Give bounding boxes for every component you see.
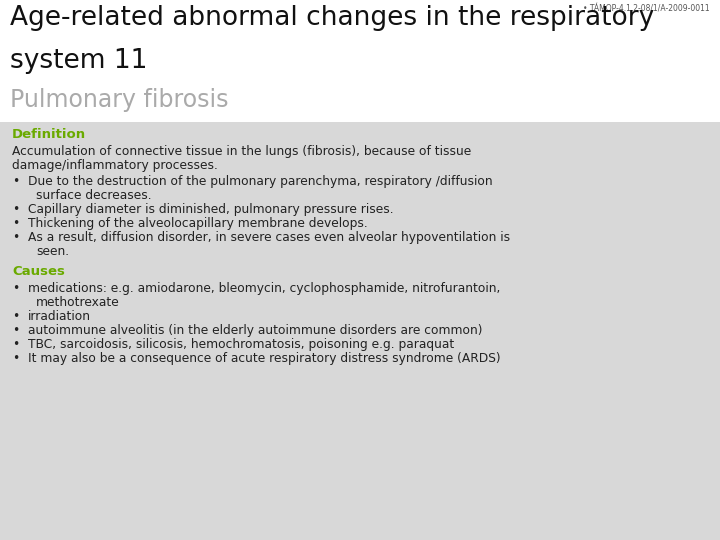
Text: Definition: Definition	[12, 128, 86, 141]
Text: Age-related abnormal changes in the respiratory: Age-related abnormal changes in the resp…	[10, 5, 654, 31]
Text: As a result, diffusion disorder, in severe cases even alveolar hypoventilation i: As a result, diffusion disorder, in seve…	[28, 231, 510, 244]
Text: •: •	[12, 203, 19, 216]
Text: •: •	[12, 324, 19, 337]
Text: medications: e.g. amiodarone, bleomycin, cyclophosphamide, nitrofurantoin,: medications: e.g. amiodarone, bleomycin,…	[28, 282, 500, 295]
Text: Due to the destruction of the pulmonary parenchyma, respiratory /diffusion: Due to the destruction of the pulmonary …	[28, 175, 492, 188]
Text: Accumulation of connective tissue in the lungs (fibrosis), because of tissue: Accumulation of connective tissue in the…	[12, 145, 472, 158]
Text: TBC, sarcoidosis, silicosis, hemochromatosis, poisoning e.g. paraquat: TBC, sarcoidosis, silicosis, hemochromat…	[28, 338, 454, 351]
Text: • TÁMOP-4.1.2-08/1/A-2009-0011: • TÁMOP-4.1.2-08/1/A-2009-0011	[583, 4, 710, 13]
Text: irradiation: irradiation	[28, 310, 91, 323]
Text: methotrexate: methotrexate	[36, 296, 120, 309]
Text: autoimmune alveolitis (in the elderly autoimmune disorders are common): autoimmune alveolitis (in the elderly au…	[28, 324, 482, 337]
Text: •: •	[12, 282, 19, 295]
Text: Thickening of the alveolocapillary membrane develops.: Thickening of the alveolocapillary membr…	[28, 217, 368, 230]
Text: surface decreases.: surface decreases.	[36, 189, 152, 202]
Text: •: •	[12, 217, 19, 230]
Text: damage/inflammatory processes.: damage/inflammatory processes.	[12, 159, 218, 172]
Text: •: •	[12, 352, 19, 365]
Text: Pulmonary fibrosis: Pulmonary fibrosis	[10, 88, 228, 112]
Text: system 11: system 11	[10, 48, 148, 74]
Text: •: •	[12, 175, 19, 188]
Text: Capillary diameter is diminished, pulmonary pressure rises.: Capillary diameter is diminished, pulmon…	[28, 203, 394, 216]
Bar	[0, 122, 720, 540]
Text: seen.: seen.	[36, 245, 69, 258]
Text: Causes: Causes	[12, 265, 65, 278]
Text: •: •	[12, 310, 19, 323]
Text: It may also be a consequence of acute respiratory distress syndrome (ARDS): It may also be a consequence of acute re…	[28, 352, 500, 365]
Text: •: •	[12, 338, 19, 351]
Text: •: •	[12, 231, 19, 244]
